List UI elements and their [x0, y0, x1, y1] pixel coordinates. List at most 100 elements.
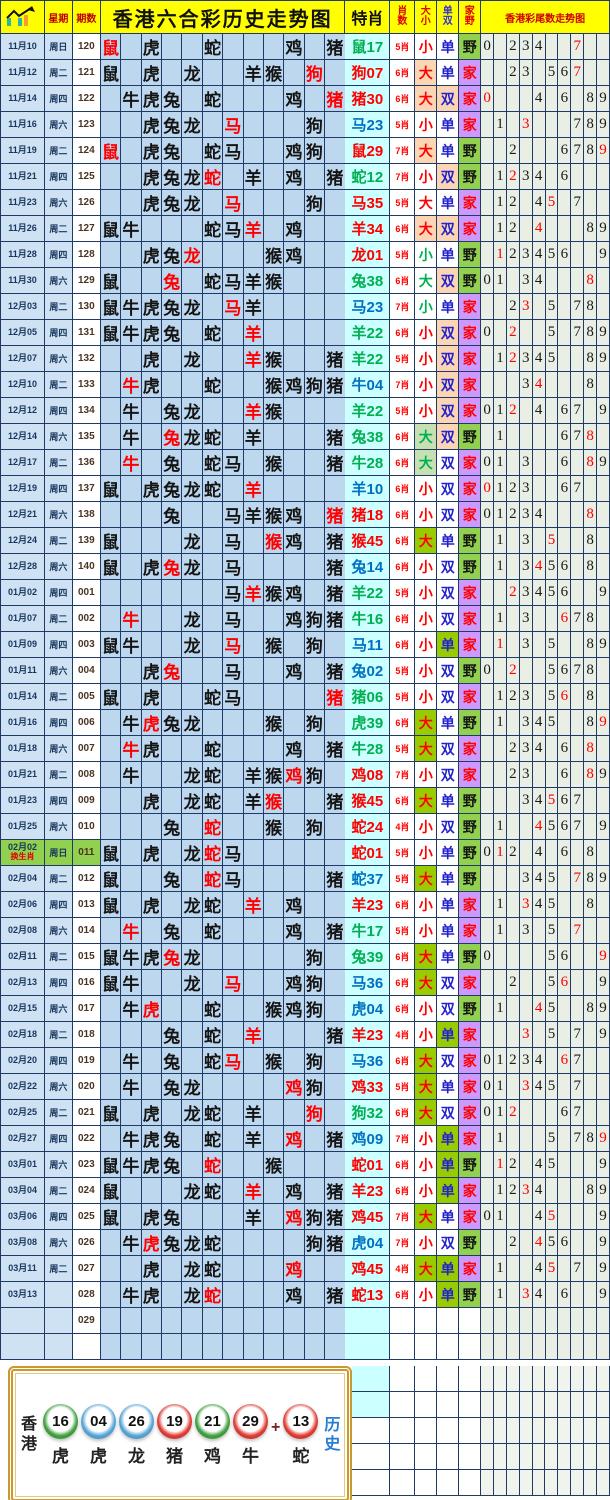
tail-cell: 6	[558, 476, 572, 502]
tail-cell: 8	[584, 892, 598, 918]
zodiac-cell: 羊	[243, 164, 264, 190]
zodiac-cell	[202, 502, 224, 528]
zodiac-cell: 虎	[141, 138, 162, 164]
zodiac-cell: 马	[223, 554, 244, 580]
zodiac-cell: 狗	[304, 944, 326, 970]
tail-cell	[545, 34, 559, 60]
zodiac-count-cell: 7肖	[390, 372, 416, 398]
tail-cell: 3	[519, 164, 533, 190]
zodiac-cell: 兔	[162, 1022, 183, 1048]
zodiac-cell: 牛	[121, 1230, 142, 1256]
tail-cell	[519, 1334, 533, 1360]
zodiac-cell	[263, 86, 285, 112]
tail-cell	[506, 814, 520, 840]
zodiac-cell: 鸡	[284, 138, 305, 164]
zodiac-cell: 鼠	[100, 1204, 122, 1230]
zodiac-cells: 虎龙羊猴猪	[100, 346, 346, 372]
odd-even-cell: 单	[437, 840, 460, 866]
zodiac-cell	[162, 736, 183, 762]
zodiac-cells	[100, 1308, 346, 1334]
tail-cell	[481, 112, 495, 138]
zodiac-cell: 蛇	[202, 866, 224, 892]
zodiac-cell	[162, 996, 183, 1022]
zodiac-cell	[304, 294, 326, 320]
empty-cell	[597, 1444, 610, 1470]
zodiac-cell: 虎	[141, 164, 162, 190]
draw-row: 12月10 周二 133 牛虎蛇猴鸡狗猪牛04 7肖小双家 3 4 8	[1, 372, 610, 398]
odd-even-cell: 双	[437, 1100, 460, 1126]
period-cell: 017	[72, 996, 101, 1022]
tail-cell: 7	[571, 814, 585, 840]
zodiac-cell: 马	[223, 606, 244, 632]
tail-cell	[571, 164, 585, 190]
draw-row: 02月06 周四 013 鼠虎龙蛇羊鸡羊23 6肖小单家 1 3 4 5 8	[1, 892, 610, 918]
tail-cell	[571, 1282, 585, 1308]
zodiac-cell	[304, 736, 326, 762]
tail-cell	[558, 1022, 572, 1048]
odd-even-cell: 双	[437, 476, 460, 502]
period-cell: 002	[72, 606, 101, 632]
big-small-cell: 小	[415, 632, 438, 658]
tail-cell: 9	[597, 1178, 610, 1204]
weekday-cell: 周四	[44, 892, 73, 918]
zodiac-cell	[284, 1022, 305, 1048]
zodiac-cell	[325, 138, 346, 164]
tail-cell	[545, 216, 559, 242]
zodiac-cell: 龙	[182, 1282, 203, 1308]
tail-cell: 3	[519, 268, 533, 294]
zodiac-cells: 鼠牛龙马鸡狗	[100, 970, 346, 996]
odd-even-cell: 双	[437, 814, 460, 840]
big-small-cell: 大	[415, 1256, 438, 1282]
zodiac-cell	[162, 970, 183, 996]
big-small-cell: 小	[415, 1178, 438, 1204]
tail-cell: 3	[519, 1178, 533, 1204]
zodiac-cell	[304, 398, 326, 424]
empty-cell	[519, 1470, 533, 1496]
tail-cell: 9	[597, 814, 610, 840]
home-wild-cell: 家	[459, 476, 482, 502]
zodiac-cell	[304, 164, 326, 190]
odd-even-cell: 单	[437, 112, 460, 138]
draw-row: 11月21 周四 125 虎兔龙蛇羊鸡猪蛇12 7肖小双野 1 2 3 4 6	[1, 164, 610, 190]
zodiac-cell: 猪	[325, 1178, 346, 1204]
zodiac-cell	[141, 1022, 162, 1048]
home-wild-cell: 野	[459, 866, 482, 892]
zodiac-count-cell: 6肖	[390, 892, 416, 918]
zodiac-cell: 鸡	[284, 528, 305, 554]
home-wild-cell: 野	[459, 554, 482, 580]
zodiac-cell	[121, 580, 142, 606]
tail-cell: 1	[494, 892, 507, 918]
zodiac-cells: 虎龙蛇鸡	[100, 1256, 346, 1282]
zodiac-cells: 马羊猴鸡猪	[100, 580, 346, 606]
zodiac-count-cell: 4肖	[390, 1256, 416, 1282]
tail-cell	[558, 1152, 572, 1178]
tail-cell	[481, 970, 495, 996]
odd-even-cell: 双	[437, 502, 460, 528]
zodiac-cell	[100, 242, 122, 268]
tail-cell	[571, 1204, 585, 1230]
tail-cell	[545, 1282, 559, 1308]
zodiac-cell	[263, 684, 285, 710]
zodiac-cell: 牛	[121, 450, 142, 476]
tail-cell	[481, 1256, 495, 1282]
zodiac-cell: 狗	[304, 1074, 326, 1100]
tail-cell	[597, 294, 610, 320]
tail-cell: 8	[584, 112, 598, 138]
zodiac-cell	[121, 190, 142, 216]
zodiac-cell	[121, 814, 142, 840]
tail-cell	[494, 320, 507, 346]
zodiac-cell	[304, 346, 326, 372]
zodiac-cell	[243, 554, 264, 580]
tail-cell	[532, 970, 546, 996]
ball-zodiac-label: 虎	[52, 1446, 70, 1466]
zodiac-cell: 蛇	[202, 476, 224, 502]
zodiac-cells: 牛虎兔蛇鸡猪	[100, 86, 346, 112]
tail-cell	[584, 1256, 598, 1282]
tail-cell: 2	[506, 1178, 520, 1204]
draw-row: 01月07 周二 002 牛龙马鸡狗猪牛16 6肖小双家 1 3 6 7 8	[1, 606, 610, 632]
